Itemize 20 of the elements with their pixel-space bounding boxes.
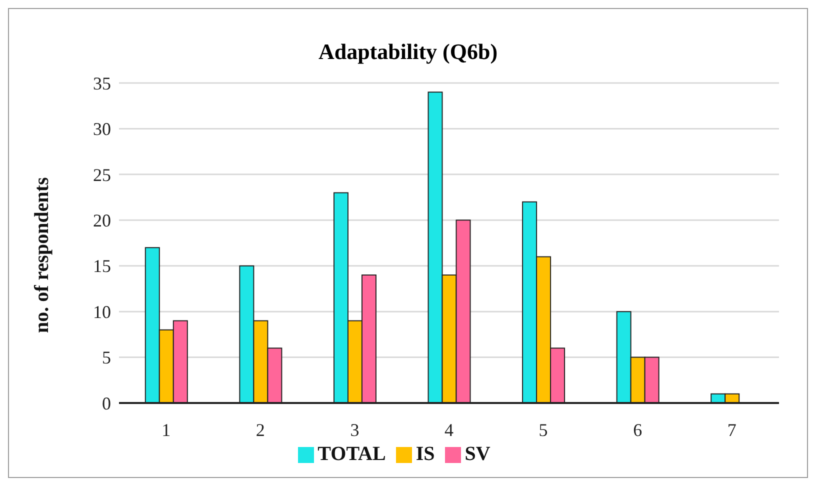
- x-tick-label: 4: [444, 420, 454, 440]
- x-tick-label: 6: [633, 420, 642, 440]
- y-tick-label: 0: [102, 393, 111, 414]
- y-tick-label: 20: [93, 210, 111, 231]
- x-tick-label: 3: [350, 420, 360, 440]
- y-axis-title: no. of respondents: [31, 177, 54, 333]
- y-tick-label: 35: [93, 73, 111, 94]
- legend-label: TOTAL: [318, 443, 386, 465]
- x-tick-label: 7: [727, 420, 736, 440]
- chart-title: Adaptability (Q6b): [317, 38, 499, 66]
- x-tick-label: 5: [538, 420, 548, 440]
- x-tick-label: 2: [256, 420, 265, 440]
- x-tick-label: 1: [162, 420, 171, 440]
- y-tick-label: 10: [93, 302, 111, 322]
- y-tick-label: 25: [93, 164, 111, 185]
- y-tick-label: 15: [93, 256, 111, 276]
- y-tick-label: 30: [93, 119, 111, 140]
- legend-label: IS: [416, 443, 435, 465]
- legend-label: SV: [464, 443, 490, 465]
- y-tick-label: 5: [102, 348, 111, 368]
